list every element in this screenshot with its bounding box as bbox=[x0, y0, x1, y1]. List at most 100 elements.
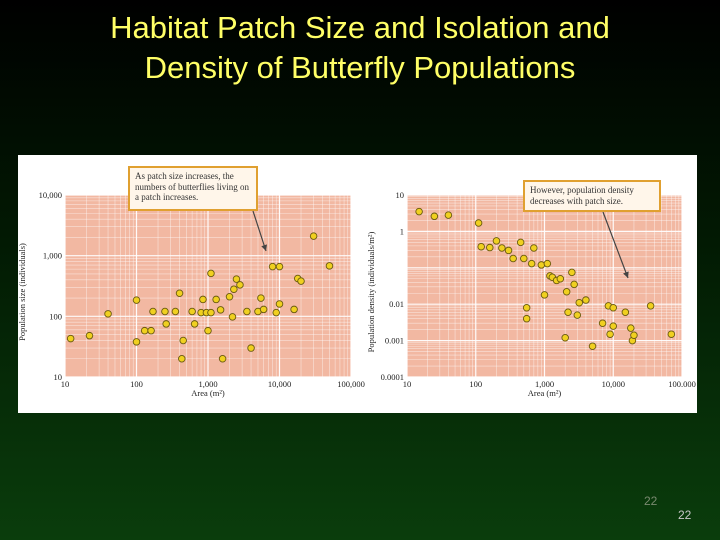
left-data-point bbox=[190, 320, 199, 328]
left-data-point bbox=[275, 300, 284, 308]
right-data-point bbox=[504, 246, 513, 255]
left-data-point bbox=[132, 338, 141, 346]
left-data-point bbox=[236, 281, 244, 289]
left-chart-callout: As patch size increases, the numbers of … bbox=[128, 166, 258, 211]
right-data-point bbox=[564, 308, 572, 317]
right-callout-arrowhead bbox=[623, 271, 629, 278]
left-data-point bbox=[199, 295, 207, 304]
right-data-point bbox=[498, 244, 506, 252]
title-line-1: Habitat Patch Size and Isolation and bbox=[110, 10, 610, 45]
right-data-point bbox=[430, 212, 439, 221]
left-x-axis-label: Area (m²) bbox=[191, 388, 225, 398]
right-data-point bbox=[562, 287, 571, 296]
left-data-point bbox=[216, 306, 225, 314]
page-number-faint: 22 bbox=[644, 494, 658, 508]
left-data-point bbox=[257, 294, 265, 302]
left-data-point bbox=[212, 295, 220, 304]
right-data-point bbox=[609, 303, 618, 312]
right-data-point bbox=[509, 254, 517, 263]
right-data-point bbox=[543, 259, 552, 268]
left-data-point bbox=[218, 354, 227, 363]
right-data-point bbox=[575, 298, 583, 307]
right-data-point bbox=[598, 319, 607, 327]
title-line-2: Density of Butterfly Populations bbox=[144, 50, 576, 85]
left-data-point bbox=[232, 275, 241, 283]
right-data-point bbox=[606, 330, 614, 338]
left-data-point bbox=[225, 293, 234, 301]
right-data-point bbox=[530, 244, 538, 252]
left-data-point bbox=[275, 262, 284, 271]
right-x-tick-label: 10,000 bbox=[602, 379, 625, 389]
left-data-point bbox=[104, 310, 112, 318]
left-y-tick-label: 10 bbox=[54, 372, 63, 382]
right-data-point bbox=[568, 268, 576, 277]
left-data-point bbox=[207, 308, 215, 317]
right-data-point bbox=[522, 314, 531, 323]
left-y-axis-label: Population size (individuals) bbox=[18, 243, 27, 341]
left-data-point bbox=[230, 285, 238, 293]
right-callout-arrow bbox=[602, 211, 629, 279]
right-data-point bbox=[556, 275, 565, 283]
figure-panel: 10 100 1,000 10,000 100,000 10 100 1,000 10,000 A… bbox=[18, 155, 697, 413]
right-data-point bbox=[573, 311, 582, 319]
right-x-tick-label: 100 bbox=[469, 379, 482, 389]
right-chart-callout: However, population density decreases wi… bbox=[523, 180, 661, 212]
left-data-point bbox=[290, 305, 298, 314]
right-data-point bbox=[516, 238, 525, 247]
left-data-point bbox=[325, 262, 334, 270]
left-x-tick-label: 10 bbox=[61, 379, 70, 389]
right-data-point bbox=[520, 254, 528, 263]
left-data-point bbox=[140, 326, 149, 335]
right-data-point bbox=[588, 342, 597, 350]
left-data-point bbox=[188, 307, 196, 316]
right-x-axis-label: Area (m²) bbox=[528, 388, 562, 398]
right-x-tick-label: 1,000 bbox=[535, 379, 554, 389]
page-number: 22 bbox=[678, 508, 692, 522]
right-data-point bbox=[527, 259, 536, 268]
left-y-tick-label: 10,000 bbox=[39, 190, 62, 200]
left-data-point bbox=[179, 336, 187, 345]
right-y-tick-label: 0.01 bbox=[389, 299, 404, 309]
left-x-tick-label: 100 bbox=[130, 379, 143, 389]
left-data-point bbox=[66, 334, 75, 343]
right-data-point bbox=[667, 330, 676, 338]
right-data-point bbox=[474, 219, 483, 227]
left-data-point bbox=[178, 354, 186, 363]
right-y-tick-label: 0.001 bbox=[385, 336, 404, 346]
left-data-point bbox=[228, 313, 237, 321]
right-y-axis-label: Population density (individuals/m²) bbox=[366, 232, 376, 353]
left-data-point bbox=[171, 307, 180, 316]
right-data-point bbox=[522, 303, 531, 312]
right-data-point bbox=[609, 322, 618, 330]
right-data-point bbox=[415, 207, 423, 216]
left-data-point bbox=[162, 320, 170, 328]
right-x-tick-label: 10 bbox=[403, 379, 412, 389]
right-data-point bbox=[492, 237, 501, 245]
right-data-point bbox=[561, 333, 569, 342]
right-x-tick-label: 100.000 bbox=[668, 379, 696, 389]
left-data-point bbox=[297, 277, 305, 285]
left-callout-arrowhead bbox=[261, 244, 267, 251]
right-data-point bbox=[444, 211, 453, 219]
right-data-point bbox=[621, 308, 630, 317]
left-data-point bbox=[204, 326, 212, 335]
right-data-point bbox=[477, 242, 485, 251]
left-data-point bbox=[85, 331, 94, 340]
charts-svg: 10 100 1,000 10,000 100,000 10 100 1,000 10,000 A… bbox=[18, 190, 696, 398]
right-data-point bbox=[540, 291, 549, 299]
right-data-point bbox=[630, 331, 638, 340]
right-data-point bbox=[486, 243, 494, 252]
left-data-point bbox=[132, 296, 141, 304]
left-x-tick-label: 1,000 bbox=[198, 379, 217, 389]
left-data-point bbox=[247, 344, 255, 352]
left-data-point bbox=[207, 269, 215, 278]
left-data-point bbox=[309, 232, 318, 240]
left-data-point bbox=[243, 307, 251, 316]
left-x-tick-label: 100,000 bbox=[337, 379, 365, 389]
right-y-tick-label: 1 bbox=[400, 226, 404, 236]
left-data-point bbox=[149, 307, 157, 316]
left-y-tick-label: 100 bbox=[49, 311, 62, 321]
left-data-point bbox=[175, 289, 184, 298]
right-y-tick-label: 10 bbox=[396, 190, 405, 200]
left-callout-arrow bbox=[252, 210, 267, 252]
